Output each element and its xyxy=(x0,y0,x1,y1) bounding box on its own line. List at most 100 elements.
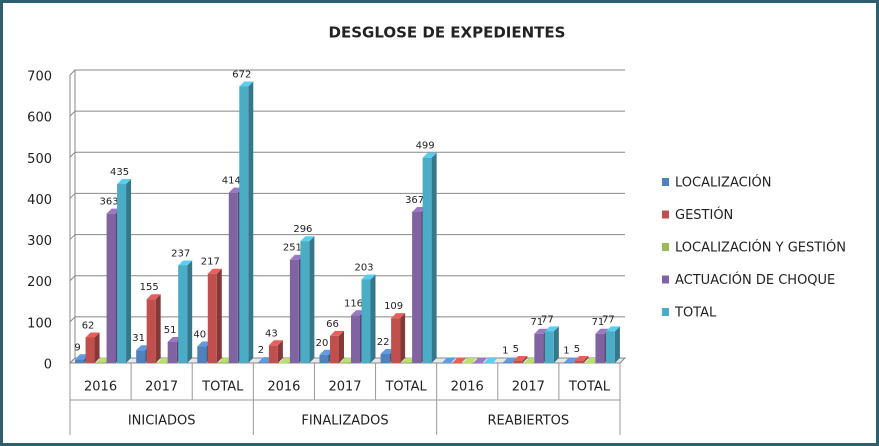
data-label: 40 xyxy=(193,330,206,341)
data-label: 77 xyxy=(602,314,615,325)
data-label: 296 xyxy=(293,224,312,235)
bar xyxy=(279,363,289,364)
data-label: 51 xyxy=(164,325,177,336)
data-label: 435 xyxy=(110,167,129,178)
legend-label: TOTAL xyxy=(674,306,717,321)
bar-side xyxy=(522,355,528,363)
bar-side xyxy=(339,330,344,363)
y-tick-label: 700 xyxy=(27,70,52,85)
grid-line xyxy=(69,234,76,240)
data-label: 2 xyxy=(258,345,264,356)
bar-side xyxy=(583,355,589,363)
legend-swatch xyxy=(662,210,669,219)
bar-side xyxy=(187,260,193,363)
data-label: 9 xyxy=(74,342,80,353)
legend-swatch xyxy=(662,178,669,186)
data-label: 1 xyxy=(502,346,508,357)
bar xyxy=(523,363,533,364)
data-label: 5 xyxy=(513,344,519,355)
data-label: 363 xyxy=(100,197,119,208)
group-label: FINALIZADOS xyxy=(301,414,388,429)
data-label: 116 xyxy=(344,298,363,309)
bar-top xyxy=(178,260,193,266)
x-tick-label: 2017 xyxy=(145,380,178,395)
bar-top xyxy=(462,358,477,363)
x-tick-label: TOTAL xyxy=(201,380,244,395)
bar xyxy=(452,363,462,364)
legend-swatch xyxy=(662,243,669,251)
bar xyxy=(391,318,401,363)
data-label: 1 xyxy=(563,346,569,357)
bar xyxy=(412,212,422,363)
bar xyxy=(228,192,238,363)
bar-top xyxy=(361,274,376,280)
bar xyxy=(197,346,207,363)
data-label: 5 xyxy=(574,344,580,355)
data-label: 499 xyxy=(416,141,435,152)
bar xyxy=(117,184,127,363)
legend-swatch xyxy=(662,275,669,284)
bar xyxy=(207,273,217,363)
data-label: 62 xyxy=(82,320,95,331)
bar-top xyxy=(502,357,517,363)
bar-top xyxy=(513,355,528,361)
bar xyxy=(483,363,493,364)
group-label: REABIERTOS xyxy=(488,414,570,429)
data-label: 71 xyxy=(530,317,543,328)
data-label: 672 xyxy=(232,70,251,81)
bar xyxy=(167,342,177,363)
bar-side xyxy=(370,274,376,363)
bar-top xyxy=(563,357,578,363)
bar xyxy=(473,363,483,364)
data-label: 22 xyxy=(377,337,390,348)
x-tick-label: 2017 xyxy=(328,380,361,395)
bar xyxy=(157,363,167,364)
bar xyxy=(534,333,544,363)
bar xyxy=(584,363,594,364)
bar xyxy=(351,315,360,363)
data-label: 71 xyxy=(592,317,605,328)
bar-side xyxy=(431,152,437,363)
grid-line xyxy=(69,316,76,323)
bar-top xyxy=(534,328,549,334)
bar-side xyxy=(155,294,161,363)
bar-top xyxy=(330,330,344,336)
bar-side xyxy=(614,326,620,363)
grid-line xyxy=(69,69,76,76)
y-tick-label: 200 xyxy=(27,275,52,290)
bar xyxy=(401,362,411,364)
bar xyxy=(502,362,512,364)
bar-top xyxy=(452,358,467,363)
legend-label: LOCALIZACIÓN xyxy=(675,175,772,191)
y-tick-label: 0 xyxy=(44,358,52,373)
data-label: 237 xyxy=(171,248,190,259)
bar xyxy=(595,333,605,363)
bar xyxy=(106,213,116,363)
bar xyxy=(462,363,472,364)
grid-line xyxy=(69,275,76,282)
data-label: 203 xyxy=(354,262,373,273)
data-label: 43 xyxy=(265,328,278,339)
bar-top xyxy=(574,355,589,361)
y-tick-label: 400 xyxy=(27,193,52,208)
x-tick-label: TOTAL xyxy=(384,380,427,395)
bar xyxy=(218,362,228,364)
x-tick-label: 2016 xyxy=(267,380,300,395)
data-label: 217 xyxy=(201,257,220,268)
bar-side xyxy=(126,179,132,363)
bar xyxy=(85,337,95,363)
bar-side xyxy=(216,268,222,363)
bar xyxy=(513,360,523,363)
chart-title: DESGLOSE DE EXPEDIENTES xyxy=(329,24,566,42)
data-label: 77 xyxy=(541,314,554,325)
bar xyxy=(319,354,329,363)
bar xyxy=(146,299,156,363)
bar xyxy=(75,359,85,363)
bar xyxy=(96,362,106,364)
grid-line xyxy=(69,193,76,199)
data-label: 20 xyxy=(316,338,329,349)
bar-side xyxy=(553,326,559,363)
bar-side xyxy=(248,81,254,364)
bar-side xyxy=(277,340,283,363)
